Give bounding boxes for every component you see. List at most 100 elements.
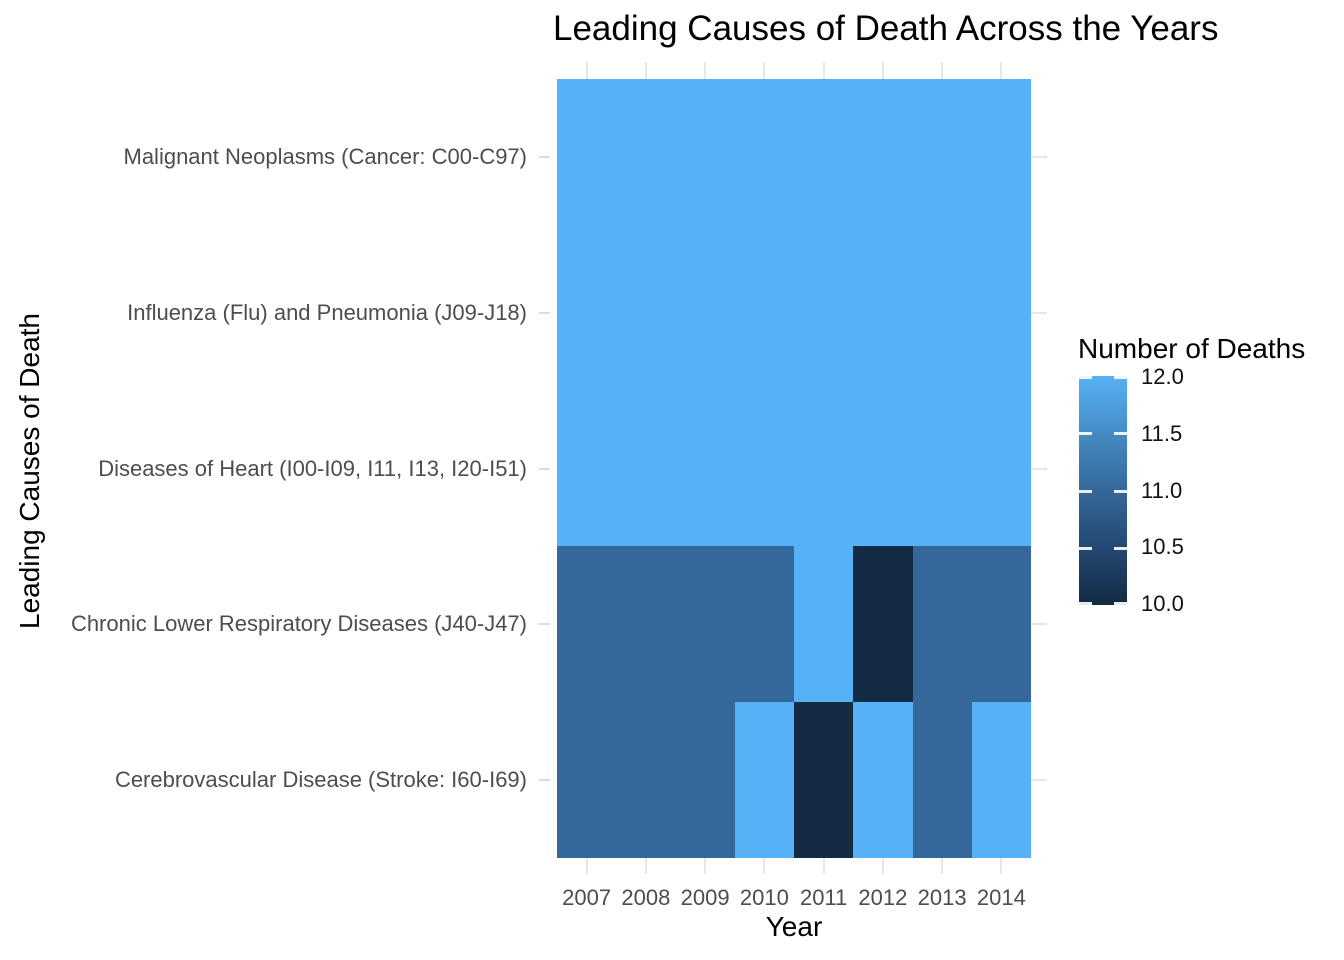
chart-title: Leading Causes of Death Across the Years: [553, 9, 1219, 48]
gridline-stub-right: [1031, 467, 1047, 470]
y-axis-tick: [539, 779, 550, 782]
x-tick-label: 2009: [680, 885, 730, 910]
heatmap-cell: [557, 546, 617, 703]
heatmap-cell: [675, 546, 735, 703]
gridline-stub-top: [644, 62, 647, 79]
heatmap-cell: [616, 79, 676, 235]
heatmap-cell: [912, 390, 972, 547]
y-tick-label: Diseases of Heart (I00-I09, I11, I13, I2…: [98, 455, 527, 481]
x-tick-label: 2011: [799, 885, 848, 910]
colorbar-tick-right: [1114, 490, 1127, 493]
heatmap-cell: [734, 546, 794, 703]
heatmap-cell: [734, 390, 794, 547]
x-tick-label: 2013: [917, 885, 967, 910]
heatmap-cell: [794, 79, 854, 235]
heatmap-cell: [912, 546, 972, 703]
heatmap-cell: [971, 234, 1031, 391]
gridline-stub-top: [1000, 62, 1003, 79]
heatmap-cell: [794, 390, 854, 547]
x-tick-label: 2008: [621, 885, 671, 910]
gridline-stub-top: [763, 62, 766, 79]
heatmap-cell: [971, 702, 1031, 858]
heatmap-cell: [616, 546, 676, 703]
y-tick-label: Influenza (Flu) and Pneumonia (J09-J18): [127, 299, 527, 325]
heatmap-cell: [853, 79, 913, 235]
heatmap-cell: [853, 234, 913, 391]
colorbar-tick-right: [1114, 432, 1127, 435]
colorbar-tick-right: [1114, 602, 1127, 605]
legend-tick-label: 10.5: [1141, 534, 1184, 560]
gridline-stub-bottom: [704, 858, 707, 874]
heatmap-cell: [734, 702, 794, 858]
colorbar-tick-right: [1114, 376, 1127, 379]
heatmap-cell: [675, 234, 735, 391]
gridline-stub-right: [1031, 311, 1047, 314]
heatmap-cell: [912, 79, 972, 235]
heatmap-cell: [675, 702, 735, 858]
colorbar-tick-left: [1079, 602, 1092, 605]
heatmap-cell: [971, 79, 1031, 235]
heatmap-cell: [616, 702, 676, 858]
heatmap-panel: [557, 79, 1031, 858]
gridline-stub-right: [1031, 623, 1047, 626]
y-axis-tick: [539, 623, 550, 626]
gridline-stub-bottom: [881, 858, 884, 874]
legend-tick-label: 11.5: [1141, 420, 1183, 446]
gridline-stub-top: [941, 62, 944, 79]
gridline-stub-right: [1031, 779, 1047, 782]
colorbar-tick-left: [1079, 490, 1092, 493]
heatmap-cell: [557, 79, 617, 235]
colorbar-tick-right: [1114, 547, 1127, 550]
gridline-stub-bottom: [1000, 858, 1003, 874]
gridline-stub-bottom: [822, 858, 825, 874]
x-tick-label: 2014: [976, 885, 1026, 910]
heatmap-cell: [794, 234, 854, 391]
y-tick-label: Cerebrovascular Disease (Stroke: I60-I69…: [114, 767, 527, 793]
heatmap-cell: [794, 702, 854, 858]
heatmap-cell: [794, 546, 854, 703]
heatmap-cell: [912, 702, 972, 858]
heatmap-cell: [675, 390, 735, 547]
x-tick-label: 2007: [562, 885, 612, 910]
heatmap-cell: [912, 234, 972, 391]
y-tick-label: Chronic Lower Respiratory Diseases (J40-…: [70, 611, 527, 637]
gridline-stub-top: [585, 62, 588, 79]
heatmap-cell: [557, 234, 617, 391]
y-axis-tick: [539, 467, 550, 470]
x-tick-label: 2012: [858, 885, 908, 910]
y-tick-label: Malignant Neoplasms (Cancer: C00-C97): [123, 143, 528, 169]
gridline-stub-bottom: [941, 858, 944, 874]
y-axis-tick: [539, 155, 550, 158]
gridline-stub-right: [1031, 155, 1047, 158]
heatmap-cell: [853, 390, 913, 547]
x-tick-label: 2010: [739, 885, 789, 910]
colorbar-tick-left: [1079, 376, 1092, 379]
heatmap-cell: [557, 702, 617, 858]
legend-tick-label: 10.0: [1141, 591, 1184, 616]
heatmap-cell: [557, 390, 617, 547]
gridline-stub-bottom: [763, 858, 766, 874]
colorbar-tick-left: [1079, 547, 1092, 550]
gridline-stub-top: [704, 62, 707, 79]
heatmap-cell: [853, 546, 913, 703]
heatmap-cell: [734, 234, 794, 391]
heatmap-cell: [734, 79, 794, 235]
legend-tick-label: 12.0: [1141, 364, 1184, 389]
heatmap-cell: [616, 234, 676, 391]
gridline-stub-bottom: [644, 858, 647, 874]
heatmap-cell: [971, 546, 1031, 703]
heatmap-cell: [616, 390, 676, 547]
y-axis-tick: [539, 311, 550, 314]
heatmap-cell: [675, 79, 735, 235]
gridline-stub-top: [822, 62, 825, 79]
gridline-stub-top: [881, 62, 884, 79]
legend-colorbar: [1079, 376, 1127, 605]
heatmap-cell: [971, 390, 1031, 547]
legend-title: Number of Deaths: [1078, 333, 1306, 364]
gridline-stub-bottom: [585, 858, 588, 874]
heatmap-cell: [853, 702, 913, 858]
legend-tick-label: 11.0: [1141, 477, 1183, 503]
colorbar-tick-left: [1079, 432, 1092, 435]
x-axis-title: Year: [765, 911, 823, 942]
